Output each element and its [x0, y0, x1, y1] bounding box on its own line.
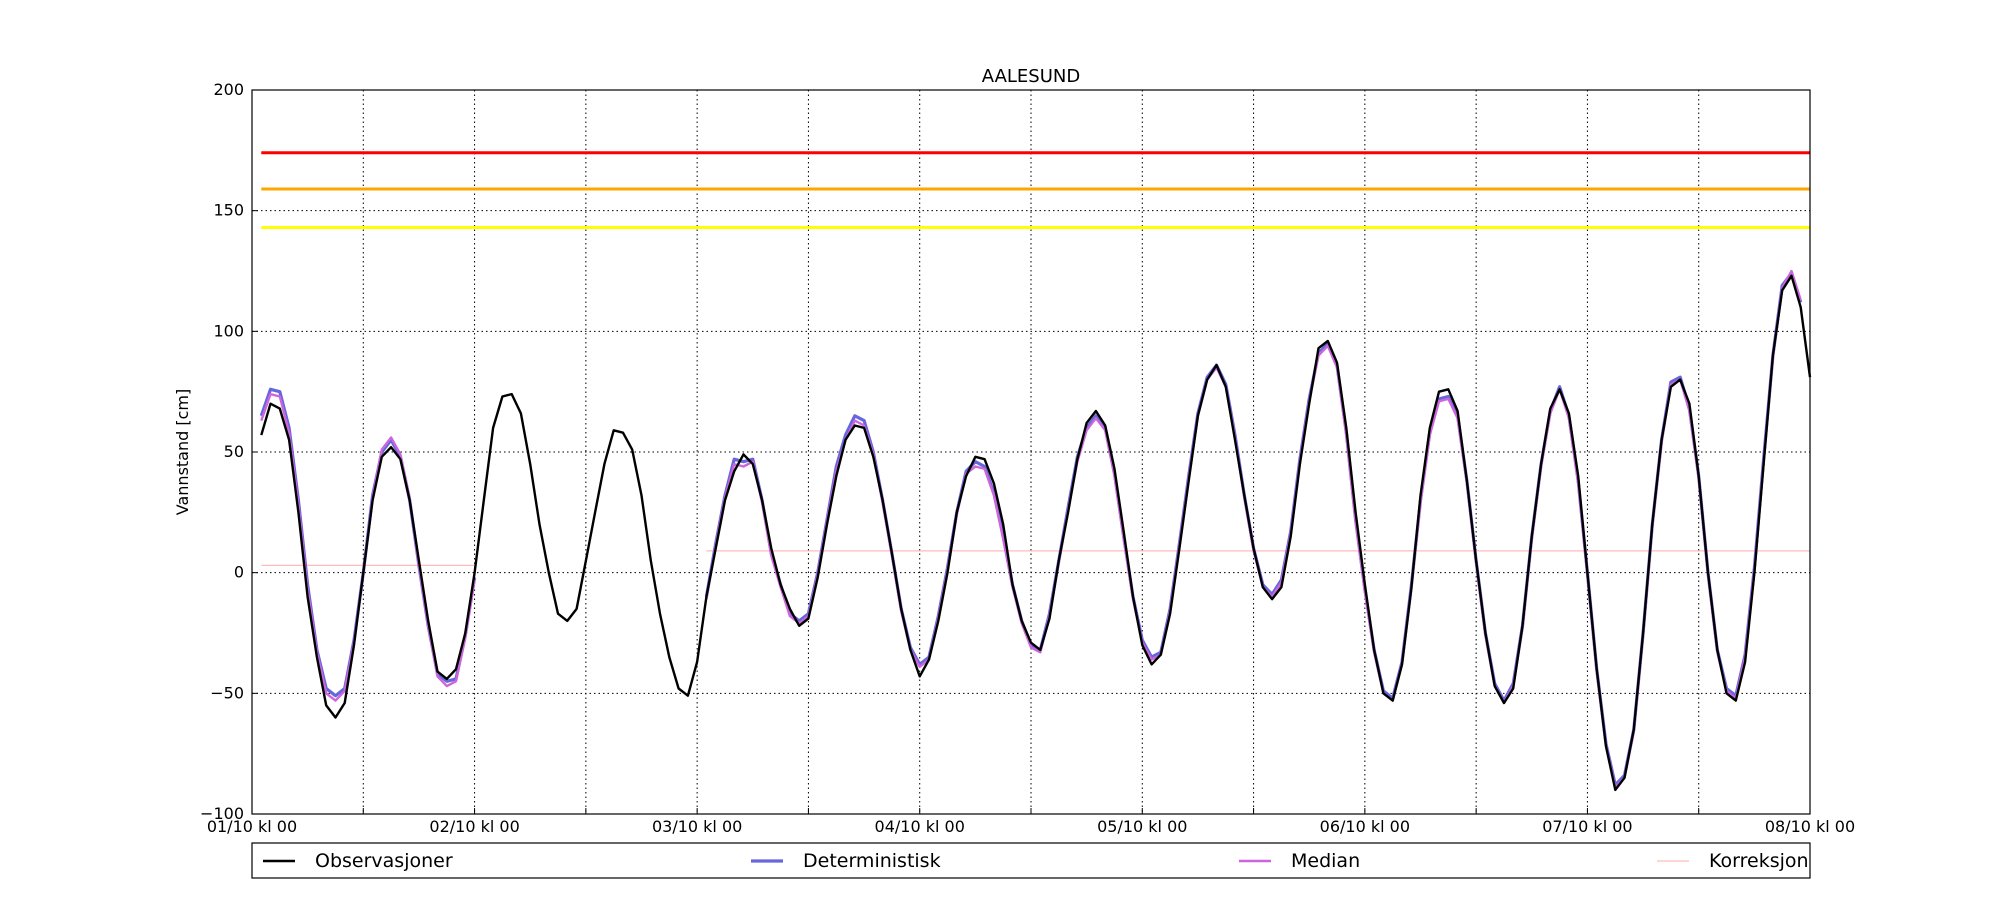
- legend-label: Observasjoner: [315, 850, 453, 872]
- x-tick-label: 03/10 kl 00: [652, 817, 742, 836]
- y-axis-ticks: −100 −50 0 50 100 150 200: [200, 80, 258, 823]
- x-tick-label: 05/10 kl 00: [1097, 817, 1187, 836]
- y-axis-label: Vannstand [cm]: [173, 389, 192, 515]
- y-tick-label: 150: [213, 201, 244, 220]
- legend-label: Median: [1291, 850, 1360, 872]
- x-tick-label: 06/10 kl 00: [1320, 817, 1410, 836]
- y-tick-label: −50: [210, 683, 244, 702]
- legend-label: Deterministisk: [803, 850, 941, 872]
- chart-title: AALESUND: [982, 66, 1080, 87]
- y-tick-label: 200: [213, 80, 244, 99]
- threshold-lines: [261, 151, 1810, 230]
- x-axis-ticks: 01/10 kl 00 02/10 kl 00 03/10 kl 00 04/10 k…: [207, 808, 1855, 836]
- grid-lines: [252, 90, 1810, 814]
- y-tick-label: −100: [200, 804, 244, 823]
- legend: Observasjoner Deterministisk Median Korreks…: [251, 842, 1811, 879]
- x-tick-label: 04/10 kl 00: [875, 817, 965, 836]
- legend-frame: [251, 842, 1811, 879]
- y-tick-label: 100: [213, 321, 244, 340]
- x-tick-label: 01/10 kl 00: [207, 817, 297, 836]
- series-lines: [259, 269, 1812, 792]
- x-tick-label: 08/10 kl 00: [1765, 817, 1855, 836]
- y-tick-label: 50: [224, 442, 244, 461]
- x-tick-label: 02/10 kl 00: [429, 817, 519, 836]
- x-tick-label: 07/10 kl 00: [1542, 817, 1632, 836]
- legend-label: Korreksjon: [1709, 850, 1809, 872]
- y-tick-label: 0: [234, 563, 244, 582]
- series-line-observasjoner: [260, 274, 1812, 792]
